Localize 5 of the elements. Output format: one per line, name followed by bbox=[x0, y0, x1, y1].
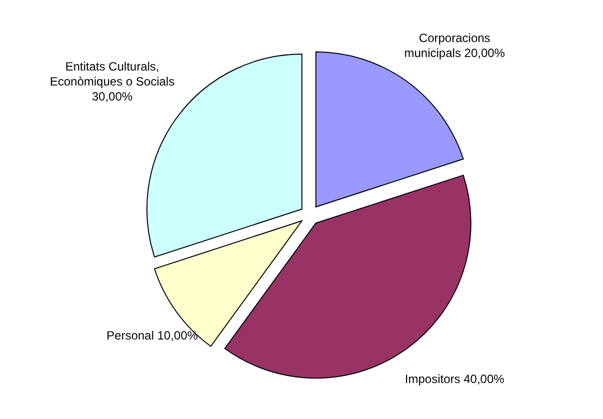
data-label: 30,00% bbox=[92, 89, 133, 104]
slice-label: Corporacions municipals 20,00% bbox=[404, 31, 506, 60]
slice-label: Entitats Culturals, Econòmiques o Socials bbox=[50, 59, 175, 88]
slice-label: Impositors 40,00% bbox=[404, 372, 505, 386]
slice-label: Personal 10,00% bbox=[106, 328, 198, 343]
